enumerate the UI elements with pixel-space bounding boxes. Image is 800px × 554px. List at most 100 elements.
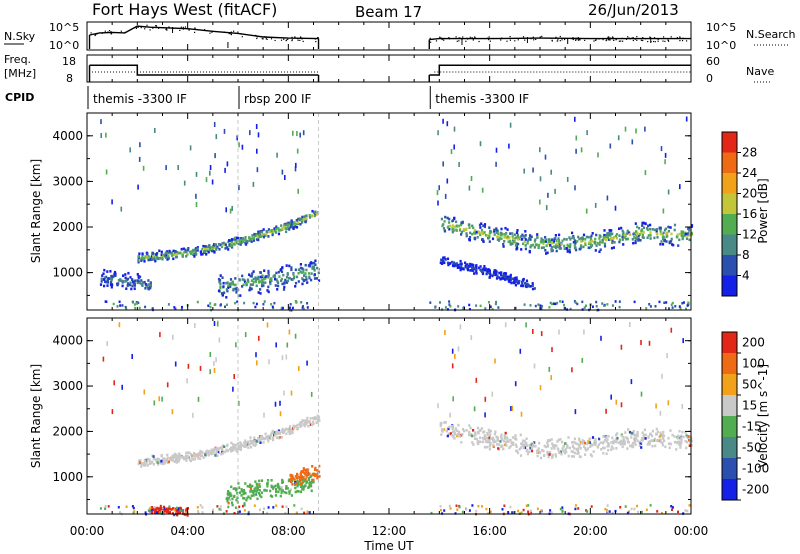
vel-data-cell [240, 442, 243, 446]
power-data-cell [598, 240, 602, 243]
vel-data-cell [155, 460, 158, 463]
power-data-cell [590, 243, 593, 247]
power-data-cell [236, 135, 238, 141]
vel-data-cell [218, 451, 221, 455]
vel-data-cell [454, 353, 456, 359]
power-data-cell [548, 306, 551, 309]
power-data-cell [238, 142, 240, 148]
vel-data-cell [612, 439, 615, 443]
vel-data-cell [584, 453, 587, 456]
power-data-cell [555, 245, 558, 249]
power-data-cell [589, 245, 593, 249]
vel-data-cell [677, 434, 680, 438]
vel-data-cell [285, 354, 288, 360]
vel-data-cell [456, 429, 459, 433]
vel-data-cell [514, 434, 517, 438]
power-data-cell [288, 226, 291, 230]
power-data-cell [659, 242, 662, 246]
power-data-cell [563, 303, 565, 307]
vel-data-cell [551, 454, 554, 457]
vel-data-cell [590, 505, 593, 508]
power-data-cell [606, 195, 609, 201]
vel-data-cell [630, 436, 633, 439]
nsky-point [443, 39, 445, 41]
vel-data-cell [296, 423, 299, 427]
power-data-cell [625, 232, 628, 235]
power-data-cell [180, 308, 183, 311]
vel-data-cell [603, 446, 606, 450]
nsky-point [501, 37, 503, 39]
nsky-point [615, 39, 617, 41]
power-data-cell [226, 246, 229, 249]
vel-data-cell [530, 511, 533, 514]
nsky-point [686, 40, 688, 42]
power-data-cell [180, 247, 183, 251]
vel-data-cell [489, 433, 492, 436]
vel-data-cell [298, 423, 301, 426]
vel-data-cell [605, 440, 608, 443]
power-data-cell [222, 241, 225, 245]
power-data-cell [496, 238, 499, 241]
power-data-cell [305, 214, 308, 217]
vel-data-cell [587, 440, 590, 443]
vel-data-cell [249, 436, 252, 439]
power-data-cell [491, 274, 494, 278]
power-data-cell [574, 246, 577, 249]
power-data-cell [468, 226, 471, 229]
power-data-cell [300, 271, 303, 274]
vel-data-cell [144, 459, 147, 463]
power-data-cell [167, 303, 170, 306]
vel-data-cell [257, 437, 260, 440]
power-data-cell [236, 300, 239, 303]
power-data-cell [511, 277, 514, 281]
power-data-cell [585, 304, 587, 307]
power-data-cell [440, 217, 443, 221]
power-data-cell [443, 256, 446, 259]
power-data-cell [496, 235, 499, 239]
vel-data-cell [231, 503, 234, 507]
power-data-cell [131, 300, 134, 304]
power-data-cell [305, 275, 308, 279]
nsky-point [291, 39, 293, 41]
vel-data-cell [265, 436, 268, 439]
nsky-point [610, 37, 612, 39]
power-data-cell [668, 307, 670, 310]
vel-data-cell [671, 506, 674, 509]
vel-data-cell [252, 441, 255, 444]
power-data-cell [539, 176, 542, 182]
vel-data-cell [688, 444, 691, 447]
power-data-cell [218, 280, 221, 284]
vel-data-cell [583, 441, 586, 445]
vel-data-cell [247, 510, 250, 514]
vel-data-cell [316, 420, 319, 423]
power-data-cell [302, 307, 305, 311]
power-data-cell [482, 267, 485, 271]
vel-data-cell [527, 510, 530, 513]
power-data-cell [261, 274, 264, 278]
vel-data-cell [487, 428, 490, 432]
vel-data-cell [646, 443, 649, 446]
vel-data-cell [527, 504, 530, 507]
power-data-cell [209, 170, 211, 176]
vel-data-cell [473, 406, 476, 412]
velocity-panel-frame [86, 317, 692, 515]
power-data-cell [533, 240, 536, 243]
power-data-cell [221, 242, 224, 245]
vel-data-cell [258, 489, 261, 492]
power-data-cell [156, 256, 159, 260]
power-data-cell [595, 305, 598, 308]
power-data-cell [573, 239, 577, 242]
power-data-cell [187, 248, 190, 252]
vel-data-cell [230, 485, 233, 489]
vel-data-cell [244, 443, 247, 447]
power-data-cell [105, 132, 107, 138]
power-data-cell [532, 167, 534, 173]
power-data-cell [275, 225, 278, 228]
vel-data-cell [473, 431, 477, 435]
power-data-cell [468, 238, 471, 241]
vel-data-cell [620, 344, 623, 350]
power-data-cell [170, 252, 173, 256]
vel-data-cell [160, 459, 163, 463]
power-data-cell [469, 231, 472, 235]
power-data-cell [231, 280, 234, 284]
